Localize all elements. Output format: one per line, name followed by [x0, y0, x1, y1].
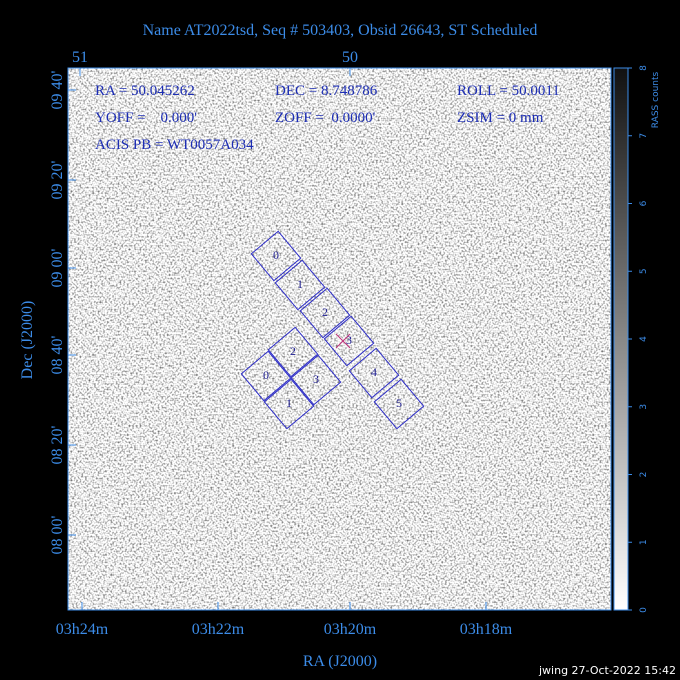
ccd-footprint: 0 1 2 3 4 5 0 1 2 3	[240, 230, 425, 430]
ccd-label: 0	[263, 368, 269, 382]
ccd-chip	[250, 230, 302, 282]
plot-frame	[67, 67, 612, 611]
ccd-label: 3	[313, 372, 319, 386]
x-tick-label: 03h18m	[460, 621, 513, 638]
y-tick-label: 08 20'	[49, 425, 66, 464]
colorbar-tick-label: 3	[639, 404, 649, 410]
ccd-label: 1	[297, 277, 303, 291]
colorbar-tick-label: 1	[639, 539, 649, 545]
ccd-label: 0	[273, 248, 279, 262]
top-tick-label: 50	[342, 49, 358, 66]
ccd-label: 1	[286, 396, 292, 410]
ccd-chip	[263, 378, 315, 430]
ccd-chip	[240, 350, 292, 402]
x-tick-label: 03h22m	[192, 621, 245, 638]
ccd-label: 4	[371, 365, 377, 379]
colorbar-tick-label: 2	[639, 472, 649, 478]
y-tick-label: 08 00'	[49, 515, 66, 554]
colorbar	[613, 67, 629, 611]
colorbar-tick-label: 8	[639, 65, 649, 71]
axis-ticks	[68, 68, 487, 610]
y-tick-label: 09 20'	[49, 160, 66, 199]
ccd-label: 2	[322, 305, 328, 319]
info-ra: RA = 50.045262	[95, 83, 195, 99]
colorbar-label: RASS counts	[651, 71, 661, 128]
info-dec: DEC = 8.748786	[275, 83, 378, 99]
ccd-label: 3	[346, 333, 352, 347]
y-tick-label: 09 40'	[49, 70, 66, 109]
ccd-chip	[290, 354, 342, 406]
y-tick-label: 09 00'	[49, 248, 66, 287]
title: Name AT2022tsd, Seq # 503403, Obsid 2664…	[143, 22, 538, 39]
x-tick-label: 03h24m	[56, 621, 109, 638]
colorbar-ticks: 0 1 2 3 4 5 6 7 8	[628, 65, 649, 613]
colorbar-tick-label: 0	[639, 607, 649, 613]
y-tick-label: 08 40'	[49, 335, 66, 374]
y-tick-labels: 09 40' 09 20' 09 00' 08 40' 08 20' 08 00…	[49, 70, 66, 554]
ccd-chip	[299, 287, 351, 339]
ccd-chip	[323, 315, 375, 367]
info-acis-pb: ACIS PB = WT0057A034	[95, 137, 254, 153]
x-axis-label: RA (J2000)	[303, 653, 377, 670]
colorbar-tick-label: 5	[639, 268, 649, 274]
ccd-chip	[373, 378, 425, 430]
aimpoint-marker	[335, 333, 351, 349]
ccd-chip	[267, 326, 319, 378]
colorbar-tick-label: 4	[639, 336, 649, 342]
info-roll: ROLL = 50.0011	[457, 83, 560, 99]
info-zoff: ZOFF = 0.0000'	[275, 110, 376, 126]
ccd-label: 2	[290, 344, 296, 358]
ccd-chip	[274, 259, 326, 311]
sky-noise	[68, 68, 611, 610]
ccd-chip	[348, 347, 400, 399]
colorbar-tick-label: 6	[639, 200, 649, 206]
x-tick-label: 03h20m	[324, 621, 377, 638]
colorbar-tick-label: 7	[639, 133, 649, 139]
y-axis-label: Dec (J2000)	[19, 301, 36, 380]
ccd-label: 5	[396, 396, 402, 410]
info-zsim: ZSIM = 0 mm	[457, 110, 544, 126]
footer: jwing 27-Oct-2022 15:42	[538, 664, 676, 677]
top-tick-label: 51	[72, 49, 88, 66]
info-yoff: YOFF = 0.000'	[95, 110, 197, 126]
